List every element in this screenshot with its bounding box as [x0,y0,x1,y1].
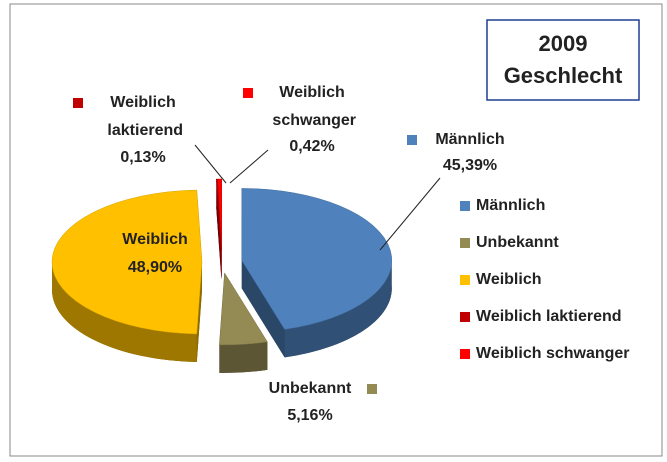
data-label-value: 5,16% [287,407,332,424]
data-label-value: 48,90% [128,259,182,276]
leader-line [229,149,269,184]
slice-top [241,188,393,330]
slice-top [219,272,268,346]
data-label-name: Weiblich laktierend [103,94,183,139]
data-label-name: Weiblich schwanger [268,84,356,129]
data-label-value: 0,13% [120,149,165,166]
label-key [407,135,417,145]
slice-wall [241,260,285,358]
slice-top [51,189,203,335]
pie-slice [217,178,222,280]
data-label-value: 45,39% [443,157,497,174]
pie-slice [51,189,203,362]
slice-wall [196,262,202,362]
legend-key [460,201,470,211]
leader-line [379,177,441,251]
pie-slice [241,188,393,358]
label-key [73,98,83,108]
data-label-value: 0,42% [289,138,334,155]
chart-title: 2009 [539,31,588,56]
legend-label: Unbekannt [476,234,559,251]
slice-side [52,262,197,362]
legend-key [460,238,470,248]
slice-wall [217,179,222,280]
legend-label: Weiblich schwanger [476,345,630,362]
chart-title: Geschlecht [504,63,623,88]
legend-label: Weiblich laktierend [476,308,622,325]
data-label-name: Unbekannt [269,380,352,397]
label-key [367,384,377,394]
legend-key [460,275,470,285]
slice-top [217,178,222,252]
legend-key [460,349,470,359]
slice-side [284,260,392,358]
slice-side [219,341,268,373]
data-label-name: Weiblich [122,231,188,248]
data-label-name: Männlich [435,131,504,148]
title-box [486,19,640,101]
legend-label: Weiblich [476,271,542,288]
leader-line [194,144,227,184]
pie-slice [219,272,268,373]
legend-label: Männlich [476,197,545,214]
legend-key [460,312,470,322]
label-key [243,88,253,98]
